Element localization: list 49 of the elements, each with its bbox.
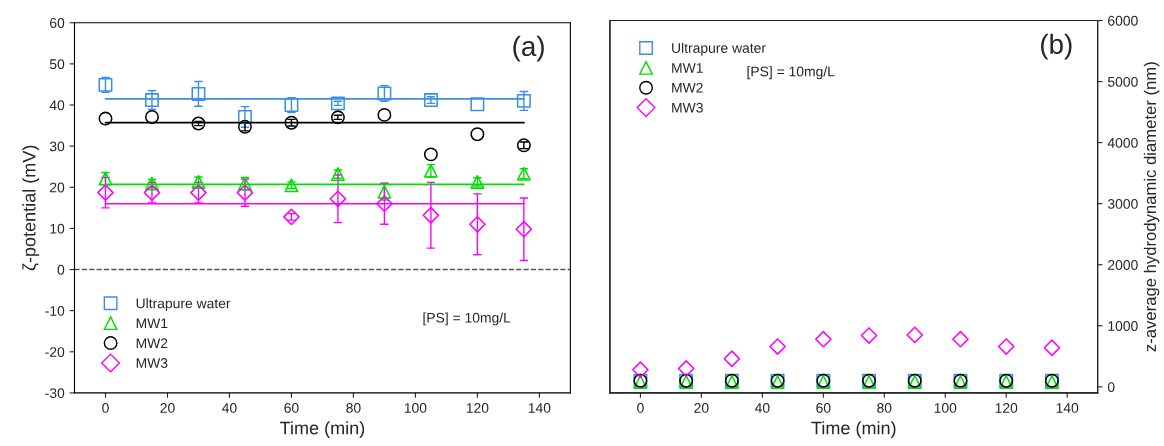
y2-axis-title: z-average hydrodynamic diameter (nm)	[1143, 62, 1160, 352]
x-tick-label: 60	[284, 403, 299, 413]
legend-label: MW2	[672, 82, 703, 93]
x-tick-label: 80	[877, 403, 892, 413]
y-tick-label: 50	[49, 59, 65, 70]
x-tick-label: 80	[346, 403, 361, 413]
legend-label: MW1	[136, 318, 168, 329]
legend-label: MW3	[672, 102, 703, 113]
x-tick-label: 120	[466, 403, 489, 413]
annotation: (a)	[513, 35, 544, 62]
annotation: [PS] = 10mg/L	[747, 66, 835, 80]
y2-tick-label: 1000	[1108, 321, 1138, 331]
x-tick-label: 0	[637, 403, 644, 413]
legend-label: MW1	[672, 63, 703, 73]
y2-tick-label: 3000	[1107, 199, 1138, 209]
x-tick-label: 140	[528, 403, 551, 413]
x-tick-label: 100	[934, 403, 957, 413]
annotation: [PS] = 10mg/L	[423, 312, 511, 326]
legend-label: Ultrapure water	[672, 42, 766, 56]
x-tick-label: 0	[102, 403, 109, 413]
x-tick-label: 140	[1056, 403, 1079, 413]
y-tick-label: 0	[57, 264, 65, 275]
legend-label: MW3	[136, 358, 168, 368]
x-tick-label: 20	[160, 403, 175, 413]
y2-tick-label: 5000	[1107, 76, 1138, 87]
y2-tick-label: 0	[1107, 382, 1115, 392]
y-tick-label: 20	[50, 182, 65, 193]
x-tick-label: 40	[754, 403, 770, 413]
y-tick-label: -20	[45, 347, 65, 357]
x-axis-title: Time (min)	[280, 421, 365, 438]
y2-tick-label: 6000	[1108, 15, 1138, 26]
x-tick-label: 40	[222, 403, 237, 413]
x-tick-label: 60	[816, 403, 831, 413]
y-tick-label: -10	[45, 306, 65, 316]
y2-tick-label: 4000	[1107, 137, 1138, 148]
x-tick-label: 20	[694, 403, 709, 413]
y-tick-label: 30	[49, 141, 65, 152]
legend-label: MW2	[136, 338, 168, 348]
y2-tick-label: 2000	[1108, 260, 1138, 270]
y-tick-label: 60	[50, 18, 65, 28]
legend-label: Ultrapure water	[136, 298, 231, 312]
y-tick-label: 40	[49, 100, 65, 111]
y-tick-label: 10	[50, 223, 65, 234]
x-tick-label: 100	[404, 403, 427, 413]
x-tick-label: 120	[995, 403, 1018, 413]
y-axis-title: ζ-potential (mV)	[22, 145, 40, 271]
annotation: (b)	[1041, 33, 1072, 60]
x-axis-title: Time (min)	[811, 421, 896, 438]
y-tick-label: -30	[45, 388, 65, 399]
